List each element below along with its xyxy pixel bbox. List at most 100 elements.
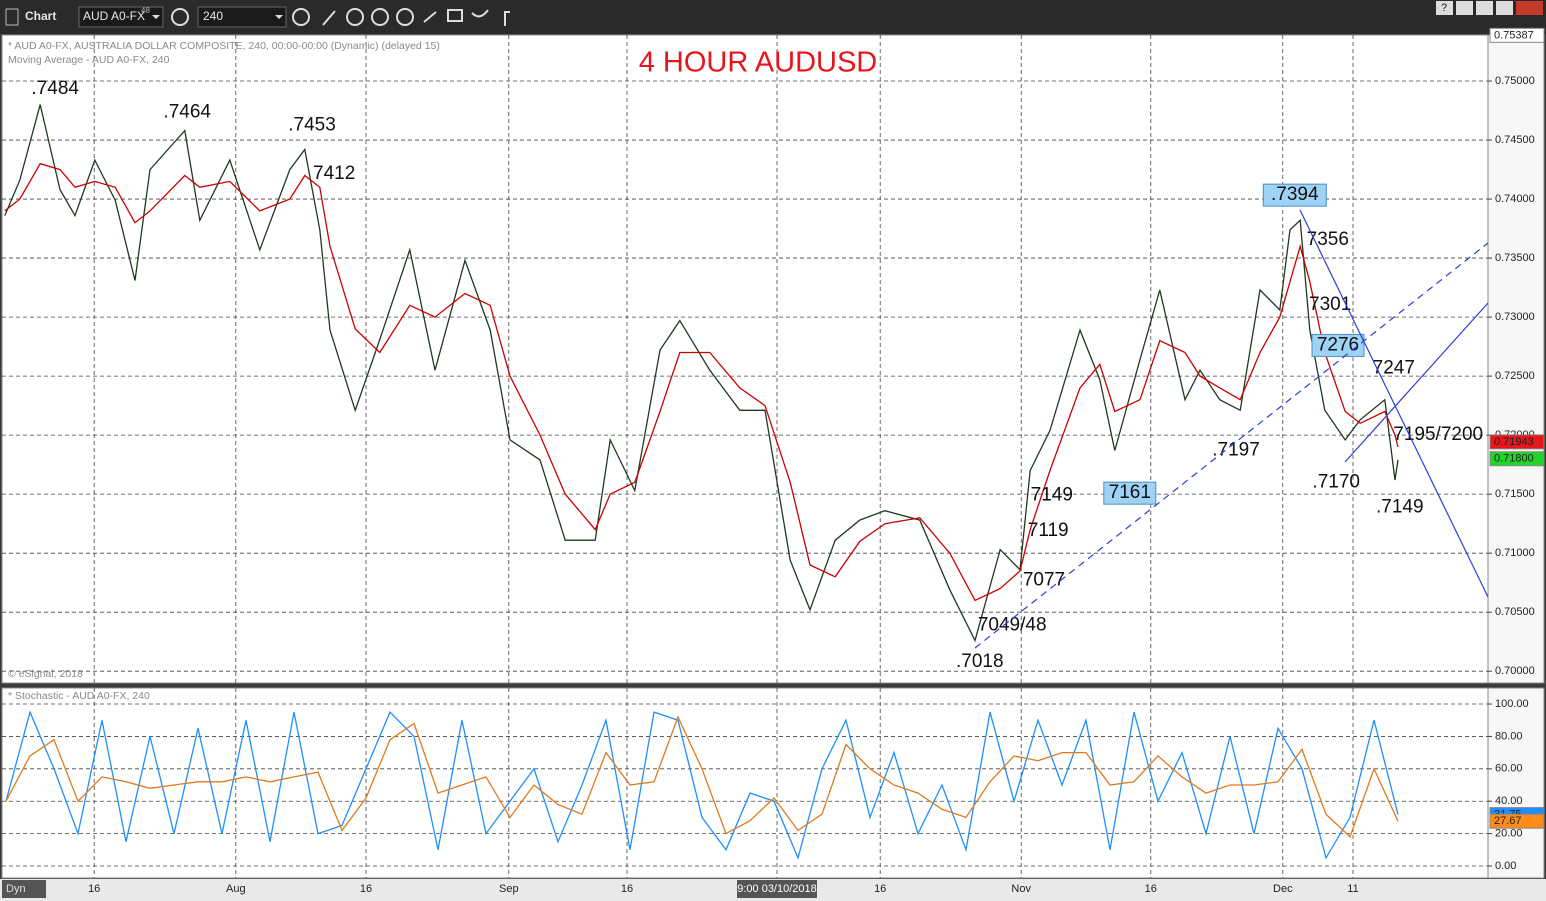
y-tick-label: 0.72500 — [1495, 370, 1535, 382]
series-line — [4, 162, 1399, 602]
y-tick-label: 0.71500 — [1495, 488, 1535, 500]
y-tick-label: 0.74500 — [1495, 134, 1535, 146]
tool-icons — [322, 8, 510, 26]
dropdown-arrow[interactable] — [152, 15, 160, 19]
trendline — [1344, 302, 1489, 463]
axis-marker-label: 0.71943 — [1494, 436, 1534, 448]
pane-title: * Stochastic - AUD A0-FX, 240 — [8, 690, 150, 702]
axis-marker — [1489, 813, 1545, 829]
settings-icon[interactable] — [171, 8, 189, 26]
trendline — [1299, 209, 1489, 598]
x-tick-label: 16 — [874, 883, 886, 895]
annotation: 7412 — [313, 163, 355, 184]
annotation: .7464 — [163, 102, 211, 123]
x-tick-label: 11 — [1347, 883, 1358, 895]
chart-title: 4 HOUR AUDUSD — [639, 47, 878, 79]
y-tick-label: 40.00 — [1495, 795, 1523, 807]
y-tick-label: 0.73000 — [1495, 311, 1535, 323]
pencil-icon[interactable] — [322, 10, 336, 26]
chart-icon — [5, 8, 19, 26]
pin-button[interactable] — [1456, 1, 1473, 15]
axis-marker — [1489, 451, 1545, 467]
interval-input[interactable] — [197, 6, 287, 28]
y-tick-label: 20.00 — [1495, 828, 1523, 840]
annotation: 7077 — [1023, 569, 1065, 590]
comment-icon[interactable] — [447, 9, 463, 22]
annotation: .7170 — [1312, 472, 1360, 493]
close-button[interactable] — [1516, 1, 1543, 15]
x-tick-label: Nov — [1011, 883, 1031, 895]
x-tick-label: 16 — [1145, 883, 1157, 895]
legend-entry: Moving Average - AUD A0-FX, 240 — [8, 54, 170, 66]
facebook-icon[interactable] — [504, 11, 510, 26]
axis-marker — [1489, 434, 1545, 450]
dropdown-arrow[interactable] — [275, 15, 283, 19]
y-tick-label: 100.00 — [1495, 698, 1529, 710]
y-tick-label: 0.70500 — [1495, 606, 1535, 618]
clock-icon[interactable] — [292, 8, 310, 26]
x-tick-label: 16 — [621, 883, 633, 895]
legend-entry: * AUD A0-FX, AUSTRALIA DOLLAR COMPOSITE,… — [8, 40, 440, 52]
draw-icon[interactable] — [346, 8, 364, 26]
symbol-badge: 48 — [141, 6, 150, 15]
x-tick-label: Sep — [499, 883, 519, 895]
annotation: .7394 — [1271, 184, 1319, 205]
status-box — [2, 880, 46, 898]
x-tick-label: Aug — [226, 883, 246, 895]
series-line — [5, 710, 1399, 860]
series-line — [5, 715, 1399, 839]
y-tick-label: 80.00 — [1495, 730, 1523, 742]
axis-marker-label: 0.71800 — [1494, 453, 1534, 465]
symbol[interactable]: AUD A0-FX — [83, 9, 145, 23]
help-button[interactable] — [1436, 1, 1453, 15]
annotation: .7149 — [1376, 496, 1424, 517]
minimize-button[interactable] — [1476, 1, 1493, 15]
annotation: 7149 — [1031, 484, 1073, 505]
link-icon[interactable] — [423, 11, 437, 23]
y-tick-label: 0.75000 — [1495, 75, 1535, 87]
x-tick-label: 9:00 03/10/2018 — [737, 883, 817, 895]
cursor-box — [737, 880, 817, 898]
alert-icon[interactable] — [396, 8, 414, 26]
x-tick-label: 16 — [360, 883, 372, 895]
maximize-button[interactable] — [1496, 1, 1513, 15]
y-tick-label: 60.00 — [1495, 763, 1523, 775]
annotation: .7453 — [288, 115, 336, 136]
plot-area — [1, 34, 1489, 684]
y-tick-label: 0.00 — [1495, 860, 1516, 872]
y-tick-label: 0.70000 — [1495, 665, 1535, 677]
play-icon[interactable] — [371, 8, 389, 26]
status-label: Dyn — [6, 883, 26, 895]
annotation: 7247 — [1373, 358, 1415, 379]
trendline — [974, 242, 1489, 649]
annotation: 7356 — [1307, 229, 1349, 250]
interval[interactable]: 240 — [203, 9, 223, 23]
annotation: .7484 — [31, 78, 79, 99]
annotation: 7195/7200 — [1393, 424, 1483, 445]
credit: © eSignal, 2018 — [8, 668, 83, 680]
twitter-icon[interactable] — [471, 9, 489, 18]
axis-marker-label: 27.67 — [1494, 815, 1522, 827]
y-tick-label: 0.71000 — [1495, 547, 1535, 559]
x-tick-label: 16 — [88, 883, 100, 895]
help-label[interactable]: ? — [1441, 2, 1447, 14]
annotation: .7197 — [1212, 440, 1260, 461]
y-axis-area — [1487, 34, 1545, 684]
x-tick-label: Dec — [1273, 883, 1293, 895]
annotation-box — [1311, 333, 1365, 357]
plot-area — [1, 687, 1489, 879]
annotation: 7161 — [1109, 482, 1151, 503]
y-axis-area — [1487, 687, 1545, 879]
annotation: .7018 — [956, 651, 1004, 672]
annotation-box — [1103, 481, 1157, 505]
annotation-box — [1262, 183, 1327, 207]
annotation: 7276 — [1317, 334, 1359, 355]
trendlines — [974, 209, 1489, 649]
axis-marker — [1489, 27, 1545, 43]
symbol-input[interactable] — [78, 6, 164, 28]
y-tick-label: 0.73500 — [1495, 252, 1535, 264]
y-tick-label: 0.74000 — [1495, 193, 1535, 205]
window-title: Chart — [25, 9, 56, 23]
annotation: 7049/48 — [978, 614, 1047, 635]
